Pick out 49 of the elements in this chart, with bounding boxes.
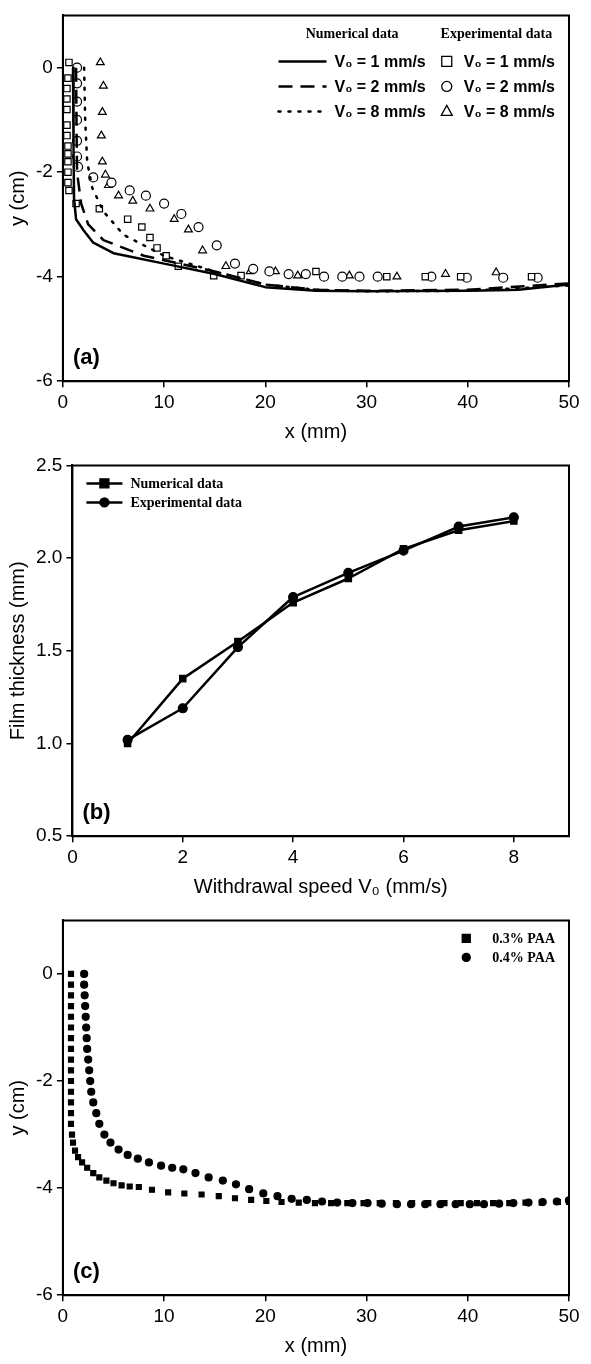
y-tick-label: 0 xyxy=(42,962,53,984)
y-tick-label: -4 xyxy=(35,1176,54,1198)
annotation: (a) xyxy=(72,344,100,370)
annotation: (b) xyxy=(82,799,111,825)
legend-label: 0.3% PAA xyxy=(492,931,556,947)
x-tick-label: 2 xyxy=(177,845,189,867)
x-tick-label: 40 xyxy=(457,390,479,412)
x-tick-label: 8 xyxy=(508,845,520,867)
x-tick-label: 6 xyxy=(398,845,409,867)
x-axis-title: Withdrawal speed V₀ (mm/s) xyxy=(193,874,448,897)
y-tick-label: 1.5 xyxy=(35,639,63,661)
y-tick-label: -6 xyxy=(35,1283,53,1305)
y-axis-title: y (cm) xyxy=(5,1080,28,1136)
legend-label: V₀ = 2 mm/s xyxy=(334,77,426,95)
legend-label: Experimental data xyxy=(130,495,243,511)
x-tick-label: 30 xyxy=(355,1304,378,1326)
legend-label: Numerical data xyxy=(130,476,224,492)
legend-label: 0.4% PAA xyxy=(492,950,556,966)
y-tick-label: -2 xyxy=(35,160,53,182)
legend-label: V₀ = 1 mm/s xyxy=(334,52,426,70)
x-tick-label: 20 xyxy=(254,1304,276,1326)
x-axis-title: x (mm) xyxy=(284,419,348,442)
x-tick-label: 0 xyxy=(67,845,78,867)
y-axis-title: y (cm) xyxy=(5,170,28,227)
y-tick-label: -6 xyxy=(35,369,53,391)
legend-label: V₀ = 8 mm/s xyxy=(463,102,556,120)
x-tick-label: 20 xyxy=(254,390,276,412)
annotation: (c) xyxy=(72,1258,100,1284)
y-tick-label: -2 xyxy=(35,1069,53,1091)
y-tick-label: 1.0 xyxy=(35,731,63,753)
x-axis-title: x (mm) xyxy=(284,1333,348,1356)
x-tick-label: 40 xyxy=(457,1304,479,1326)
x-tick-label: 10 xyxy=(153,390,175,412)
y-tick-label: 0 xyxy=(42,55,53,77)
annotation: Numerical data xyxy=(305,26,399,42)
y-axis-title: Film thickness (mm) xyxy=(5,561,28,741)
legend-label: V₀ = 1 mm/s xyxy=(463,52,556,70)
x-tick-label: 4 xyxy=(287,845,299,867)
y-tick-label: -4 xyxy=(35,264,54,286)
x-tick-label: 10 xyxy=(153,1304,175,1326)
y-tick-label: 0.5 xyxy=(35,824,63,846)
y-tick-label: 2.0 xyxy=(35,546,63,568)
annotation: Experimental data xyxy=(440,26,553,42)
legend-label: V₀ = 8 mm/s xyxy=(334,102,426,120)
x-tick-label: 50 xyxy=(558,390,580,412)
legend-label: V₀ = 2 mm/s xyxy=(463,77,556,95)
y-tick-label: 2.5 xyxy=(35,453,63,475)
x-tick-label: 50 xyxy=(558,1304,580,1326)
x-tick-label: 30 xyxy=(355,390,378,412)
